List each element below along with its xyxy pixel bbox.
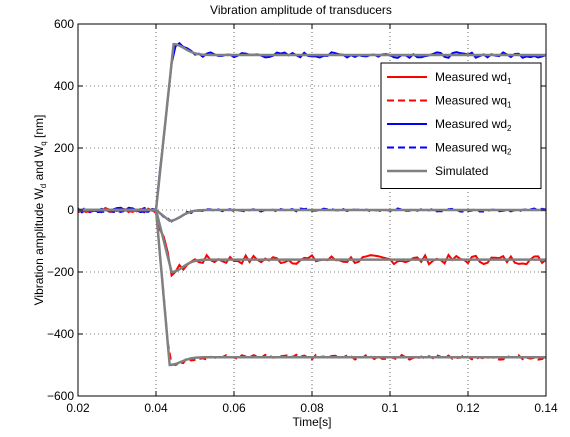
y-tick-label: 600 (54, 17, 74, 31)
legend-entry: Measured wd2 (435, 117, 512, 133)
series-line-simulated-4 (78, 208, 546, 223)
legend: Measured wd1 Measured wq1 Measured wd2 Meas… (380, 62, 542, 189)
legend-box (380, 62, 542, 189)
y-tick-label: −600 (47, 389, 74, 403)
x-tick-label: 0.02 (66, 401, 90, 415)
x-tick-label: 0.06 (222, 401, 246, 415)
y-tick-label: 400 (54, 79, 74, 93)
legend-entry: Simulated (435, 164, 488, 178)
legend-entry: Measured wq2 (435, 141, 512, 157)
legend-entry: Measured wq1 (435, 94, 512, 110)
y-tick-label: −200 (47, 265, 74, 279)
x-tick-label: 0.1 (382, 401, 399, 415)
y-tick-label: 0 (67, 203, 74, 217)
legend-entry: Measured wd1 (435, 70, 512, 86)
x-tick-label: 0.04 (144, 401, 168, 415)
x-tick-label: 0.14 (534, 401, 558, 415)
y-tick-label: 200 (54, 141, 74, 155)
y-tick-label: −400 (47, 327, 74, 341)
chart-title: Vibration amplitude of transducers (210, 3, 392, 17)
series-lines (77, 41, 547, 367)
y-axis-label: Vibration amplitude Wd and Wq [nm] (32, 115, 48, 306)
x-axis-label: Time[s] (293, 415, 332, 429)
x-tick-label: 0.08 (300, 401, 324, 415)
x-tick-label: 0.12 (456, 401, 480, 415)
axis-ticks: 0.02 0.04 0.06 0.08 0.1 0.12 0.14 −600 −400 −200 0… (47, 17, 558, 415)
